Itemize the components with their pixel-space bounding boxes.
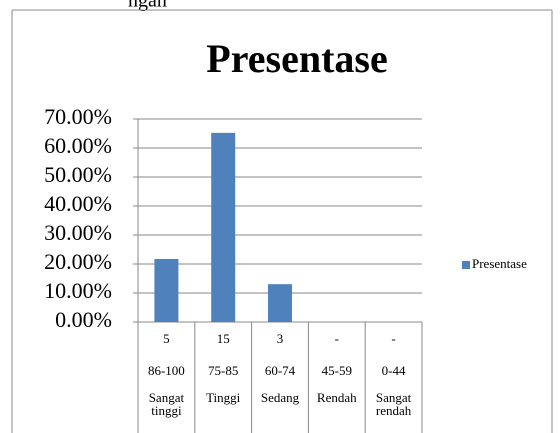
category-label: 5 xyxy=(163,331,170,346)
category-label: Sangat rendah xyxy=(375,390,412,418)
y-tick-label: 50.00% xyxy=(44,162,112,187)
category-label: - xyxy=(334,331,339,346)
y-tick-label: 70.00% xyxy=(44,104,112,129)
category-label: 60-74 xyxy=(264,363,296,378)
category-label: Sedang xyxy=(260,390,300,405)
y-tick-label: 40.00% xyxy=(44,191,112,216)
y-tick-label: 10.00% xyxy=(44,278,112,303)
y-tick-label: 0.00% xyxy=(55,307,112,332)
y-tick-label: 20.00% xyxy=(44,249,112,274)
bar xyxy=(268,284,292,322)
category-label: 3 xyxy=(276,331,284,346)
category-label: Sangat tinggi xyxy=(148,390,185,418)
category-label: 0-44 xyxy=(381,363,406,378)
legend-label: Presentase xyxy=(472,256,527,271)
category-label: Rendah xyxy=(316,390,357,405)
category-label: 45-59 xyxy=(321,363,352,378)
bar xyxy=(154,258,179,322)
y-tick-label: 60.00% xyxy=(44,133,112,158)
category-label: 86-100 xyxy=(147,363,185,378)
category-label: 75-85 xyxy=(208,363,239,378)
category-label: - xyxy=(391,331,396,346)
clipped-text: ngan xyxy=(128,0,167,12)
category-label: 15 xyxy=(216,331,230,346)
y-tick-label: 30.00% xyxy=(44,220,112,245)
category-label: Tinggi xyxy=(206,390,241,405)
chart-title: Presentase xyxy=(206,36,387,81)
legend-swatch xyxy=(462,261,470,269)
bar xyxy=(211,132,236,322)
